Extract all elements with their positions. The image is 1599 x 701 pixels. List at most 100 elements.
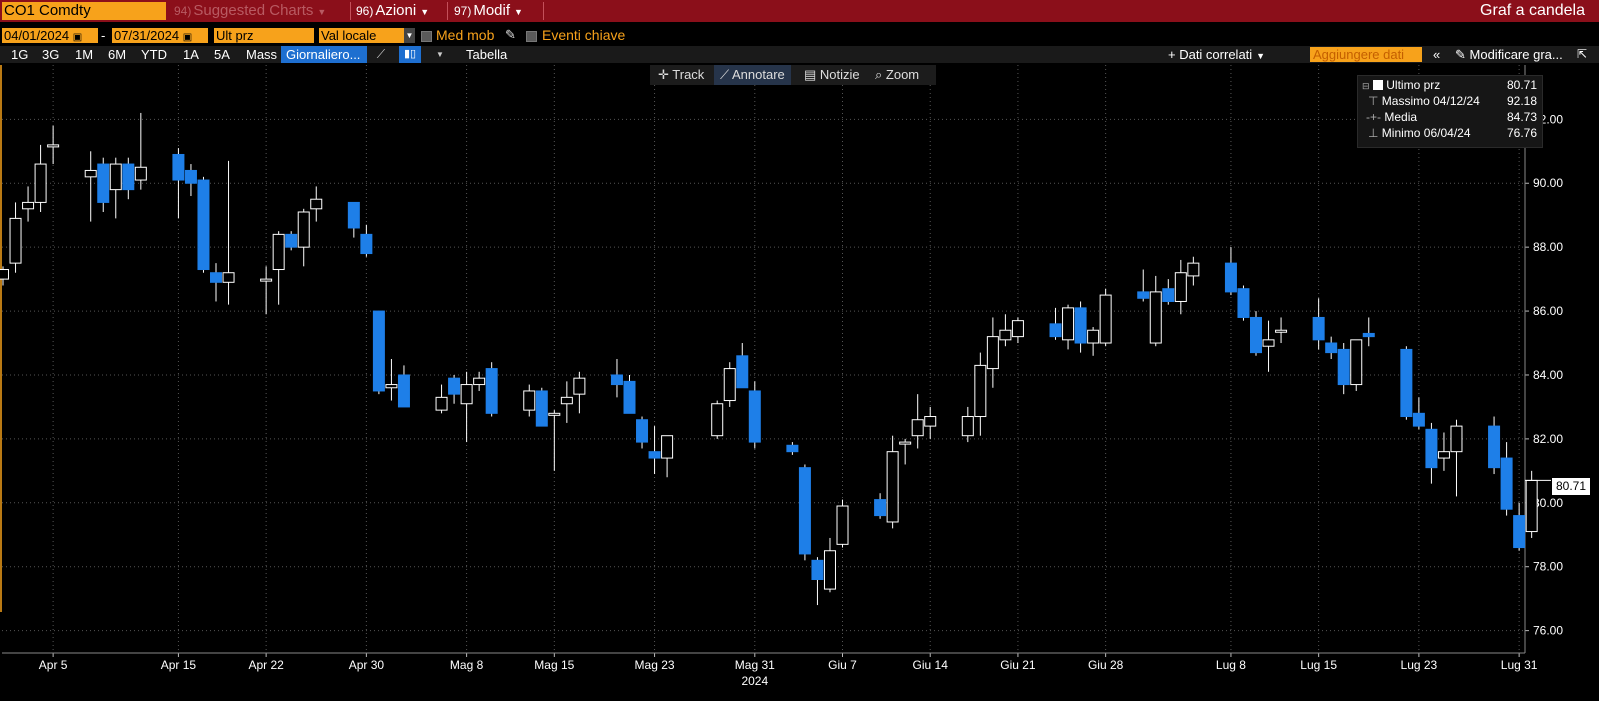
table-button[interactable]: Tabella <box>466 47 508 62</box>
candle-body-down[interactable] <box>623 380 636 414</box>
candle-body-up[interactable] <box>911 419 924 437</box>
candle-body-down[interactable] <box>786 444 799 453</box>
candle-body-down[interactable] <box>285 233 298 248</box>
candle-body-up[interactable] <box>385 384 398 389</box>
candle-body-down[interactable] <box>372 310 385 392</box>
currency-select[interactable]: Val locale <box>319 28 415 43</box>
period-select[interactable]: Giornaliero... <box>281 46 367 63</box>
candle-body-up[interactable] <box>661 435 674 459</box>
candlestick-icon[interactable]: ▮▯ <box>399 46 421 63</box>
candle-body-down[interactable] <box>798 467 811 555</box>
candle-body-down[interactable] <box>1250 316 1262 354</box>
candle-body-up[interactable] <box>1174 272 1187 302</box>
candle-body-up[interactable] <box>1437 451 1450 459</box>
candle-body-down[interactable] <box>874 499 887 517</box>
annotate-tool[interactable]: ⟋ Annotare <box>714 65 791 85</box>
candle-body-down[interactable] <box>360 233 373 255</box>
calendar-icon[interactable]: ▣ <box>182 32 193 43</box>
candle-body-up[interactable] <box>47 144 60 148</box>
candle-body-up[interactable] <box>886 451 899 523</box>
candle-body-up[interactable] <box>899 441 912 445</box>
candle-body-up[interactable] <box>109 163 122 191</box>
line-chart-icon[interactable]: ⟋ <box>376 47 386 61</box>
candle-body-down[interactable] <box>636 419 649 443</box>
candle-body-down[interactable] <box>1500 457 1513 510</box>
modify-menu[interactable]: 97) Modif ▼ <box>450 2 527 20</box>
candle-body-up[interactable] <box>823 550 836 590</box>
moving-avg-label[interactable]: Med mob <box>436 27 495 43</box>
candle-body-up[interactable] <box>134 166 147 181</box>
candle-body-down[interactable] <box>210 272 223 283</box>
candle-body-up[interactable] <box>1187 262 1200 277</box>
key-events-checkbox[interactable] <box>526 31 537 42</box>
candle-body-up[interactable] <box>9 217 22 264</box>
candle-body-up[interactable] <box>560 396 573 405</box>
candle-body-down[interactable] <box>748 390 761 443</box>
candle-body-up[interactable] <box>1011 320 1024 338</box>
actions-menu[interactable]: 96) Azioni ▼ <box>352 2 433 20</box>
edit-chart-button[interactable]: ✎ Modificare gra... <box>1450 46 1568 63</box>
candle-body-up[interactable] <box>711 403 724 437</box>
candle-body-up[interactable] <box>34 163 47 203</box>
candle-body-down[interactable] <box>811 559 824 580</box>
candle-body-up[interactable] <box>836 505 849 545</box>
candle-body-up[interactable] <box>961 416 974 437</box>
candle-body-down[interactable] <box>610 374 623 386</box>
candle-body-up[interactable] <box>974 364 987 418</box>
range-button-5a[interactable]: 5A <box>214 47 230 62</box>
candle-body-down[interactable] <box>1049 323 1062 338</box>
key-events-label[interactable]: Eventi chiave <box>542 27 626 43</box>
legend-last[interactable]: ⊟ Ultimo prz 80.71 <box>1362 77 1537 94</box>
candle-body-up[interactable] <box>548 412 561 416</box>
candle-body-down[interactable] <box>347 201 360 229</box>
candle-body-up[interactable] <box>1525 479 1538 533</box>
candle-body-down[interactable] <box>1400 348 1413 418</box>
range-button-mass[interactable]: Mass <box>246 47 278 62</box>
range-button-1m[interactable]: 1M <box>75 47 94 62</box>
candle-body-up[interactable] <box>0 269 9 280</box>
candle-body-down[interactable] <box>1237 288 1250 318</box>
pencil-icon[interactable]: ✎ <box>505 27 516 42</box>
candle-body-down[interactable] <box>1074 307 1087 344</box>
candle-body-down[interactable] <box>197 179 210 271</box>
calendar-icon[interactable]: ▣ <box>72 32 83 43</box>
related-data-button[interactable]: + Dati correlati ▼ <box>1163 46 1270 63</box>
maximize-icon[interactable]: ⇱ <box>1576 47 1588 61</box>
zoom-tool[interactable]: ⌕ Zoom <box>869 65 925 85</box>
end-date-field[interactable]: 07/31/2024 ▣ <box>112 28 208 43</box>
candle-body-down[interactable] <box>1362 332 1375 338</box>
candle-body-up[interactable] <box>573 377 586 395</box>
candle-body-down[interactable] <box>1337 348 1350 386</box>
candle-body-down[interactable] <box>397 374 410 408</box>
moving-avg-checkbox[interactable] <box>421 31 432 42</box>
candle-body-down[interactable] <box>122 163 135 191</box>
suggested-charts-menu[interactable]: 94) Suggested Charts ▼ <box>170 2 330 20</box>
candle-body-up[interactable] <box>22 201 35 210</box>
legend-low[interactable]: ⊥ Minimo 06/04/24 76.76 <box>1362 125 1537 141</box>
candle-body-down[interactable] <box>1425 428 1438 469</box>
candle-body-down[interactable] <box>485 368 498 414</box>
candle-body-up[interactable] <box>1450 425 1463 453</box>
candle-body-up[interactable] <box>272 233 285 271</box>
price-field-select[interactable]: Ult prz <box>214 28 314 43</box>
candle-body-down[interactable] <box>736 355 749 389</box>
collapse-icon[interactable]: « <box>1433 47 1441 62</box>
candle-body-up[interactable] <box>1275 329 1288 333</box>
candle-body-down[interactable] <box>535 390 548 427</box>
range-button-1a[interactable]: 1A <box>183 47 199 62</box>
range-button-6m[interactable]: 6M <box>108 47 127 62</box>
candle-body-up[interactable] <box>1350 339 1363 386</box>
candle-body-down[interactable] <box>1162 288 1175 302</box>
candle-body-up[interactable] <box>297 211 310 248</box>
add-data-input[interactable]: Aggiungere dati <box>1310 47 1422 62</box>
candle-body-down[interactable] <box>1325 342 1338 354</box>
candle-body-down[interactable] <box>1488 425 1501 469</box>
candle-body-up[interactable] <box>1099 294 1112 344</box>
candle-body-up[interactable] <box>435 396 448 411</box>
candle-body-down[interactable] <box>1412 412 1425 427</box>
candle-body-up[interactable] <box>473 377 486 386</box>
ticker-input[interactable]: CO1 Comdty <box>2 2 166 20</box>
candle-body-down[interactable] <box>1513 515 1526 549</box>
candle-body-down[interactable] <box>172 153 185 181</box>
range-button-1g[interactable]: 1G <box>11 47 29 62</box>
